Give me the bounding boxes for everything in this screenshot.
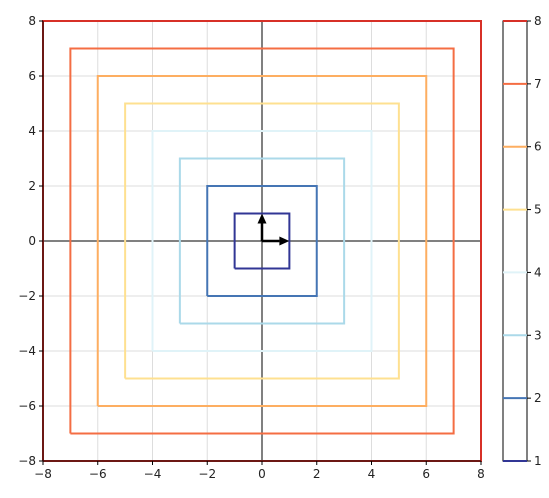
vector-layer <box>257 213 290 246</box>
colorbar-tick-label: 6 <box>534 140 542 154</box>
contour-level-5 <box>124 102 400 380</box>
colorbar-tick-label: 5 <box>534 203 542 217</box>
y-tick-label: −8 <box>18 454 36 468</box>
y-tick-label: −6 <box>18 399 36 413</box>
x-tick-label: 0 <box>258 467 266 481</box>
tick-layer: −8 −6 −4 −2 0 2 4 6 8 −8 −6 −4 −2 0 2 4 6 8 <box>18 14 485 481</box>
y-tick-label: 8 <box>28 14 36 28</box>
x-tick-label: 8 <box>477 467 485 481</box>
x-tick-label: −2 <box>198 467 216 481</box>
vector-arrow-2 <box>257 213 267 241</box>
x-tick-label: −6 <box>89 467 107 481</box>
y-tick-label: 2 <box>28 179 36 193</box>
x-tick-label: 6 <box>422 467 430 481</box>
colorbar-tick-label: 4 <box>534 265 542 279</box>
contour-level-7 <box>69 47 455 435</box>
contour-level-3 <box>178 157 346 325</box>
y-tick-label: 6 <box>28 69 36 83</box>
y-tick-label: 4 <box>28 124 36 138</box>
x-tick-label: 4 <box>368 467 376 481</box>
contour-level-6 <box>96 75 428 407</box>
colorbar-tick-label: 3 <box>534 328 542 342</box>
y-tick-label: −2 <box>18 289 36 303</box>
contour-level-1 <box>233 212 291 270</box>
colorbar-tick-label: 1 <box>534 454 542 468</box>
y-tick-label: −4 <box>18 344 36 358</box>
colorbar: 1 2 3 4 5 6 7 8 <box>502 14 542 468</box>
contour-level-4 <box>151 130 373 352</box>
vector-arrowhead <box>279 236 290 246</box>
vector-arrowhead <box>257 213 267 224</box>
colorbar-tick-label: 7 <box>534 77 542 91</box>
contour-level-2 <box>206 185 318 297</box>
colorbar-frame <box>502 20 528 462</box>
colorbar-tick-label: 8 <box>534 14 542 28</box>
colorbar-tick-label: 2 <box>534 391 542 405</box>
x-tick-label: −8 <box>34 467 52 481</box>
x-tick-label: 2 <box>313 467 321 481</box>
y-tick-label: 0 <box>28 234 36 248</box>
vector-arrow-1 <box>262 236 290 246</box>
x-tick-label: −4 <box>144 467 162 481</box>
